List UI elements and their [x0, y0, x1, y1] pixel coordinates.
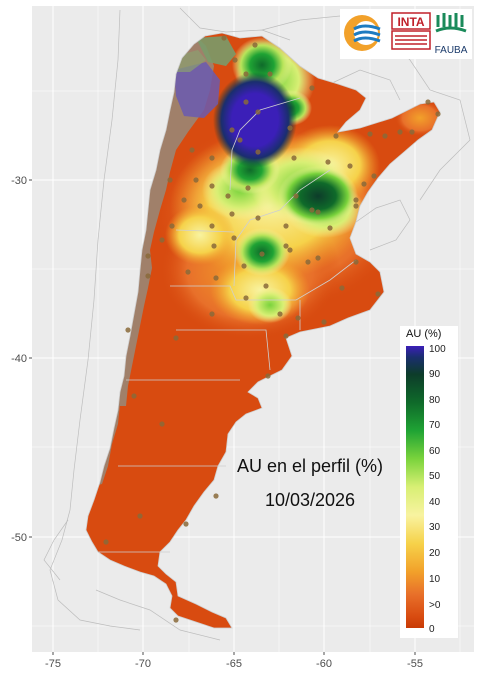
y-tick-label: -50	[11, 532, 27, 544]
inta-logo: INTA	[391, 12, 431, 50]
map-title: AU en el perfil (%)	[236, 456, 384, 476]
x-tick-label: -60	[316, 658, 332, 670]
x-tick-label: -75	[45, 658, 61, 670]
legend-color-bar	[406, 346, 424, 628]
fauba-logo-text: FAUBA	[435, 45, 468, 56]
color-legend: AU (%) 100 90 80 70 60 50 40 30 20 10 >0…	[400, 326, 458, 638]
province-borders	[85, 32, 441, 629]
legend-label: 70	[429, 420, 441, 431]
y-tick-label: -30	[11, 175, 27, 187]
x-tick-label: -55	[407, 658, 423, 670]
neighbor-outlines	[43, 7, 471, 641]
legend-label: 100	[429, 344, 446, 355]
institution-logo-icon	[344, 15, 381, 51]
legend-label: 30	[429, 522, 441, 533]
legend-label: 80	[429, 395, 441, 406]
map-date: 10/03/2026	[264, 490, 356, 510]
legend-label: 40	[429, 497, 441, 508]
legend-label: 0	[429, 624, 435, 635]
legend-label: 90	[429, 369, 441, 380]
fauba-logo: FAUBA	[435, 13, 468, 56]
y-tick-label: -40	[11, 353, 27, 365]
legend-label: 60	[429, 446, 441, 457]
legend-title: AU (%)	[406, 328, 442, 340]
x-tick-label: -70	[135, 658, 151, 670]
station-points	[103, 35, 441, 623]
inta-logo-text: INTA	[397, 15, 424, 29]
axis-ticks	[29, 179, 416, 655]
logos-panel: INTA FAUBA	[340, 9, 472, 59]
legend-label: 20	[429, 548, 441, 559]
x-tick-label: -65	[226, 658, 242, 670]
legend-label: 10	[429, 574, 441, 585]
legend-label: 50	[429, 471, 441, 482]
legend-label: >0	[429, 600, 441, 611]
